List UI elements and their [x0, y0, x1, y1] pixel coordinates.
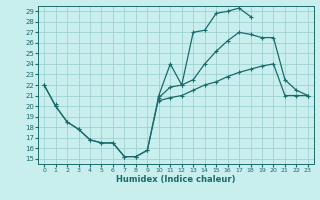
X-axis label: Humidex (Indice chaleur): Humidex (Indice chaleur) [116, 175, 236, 184]
